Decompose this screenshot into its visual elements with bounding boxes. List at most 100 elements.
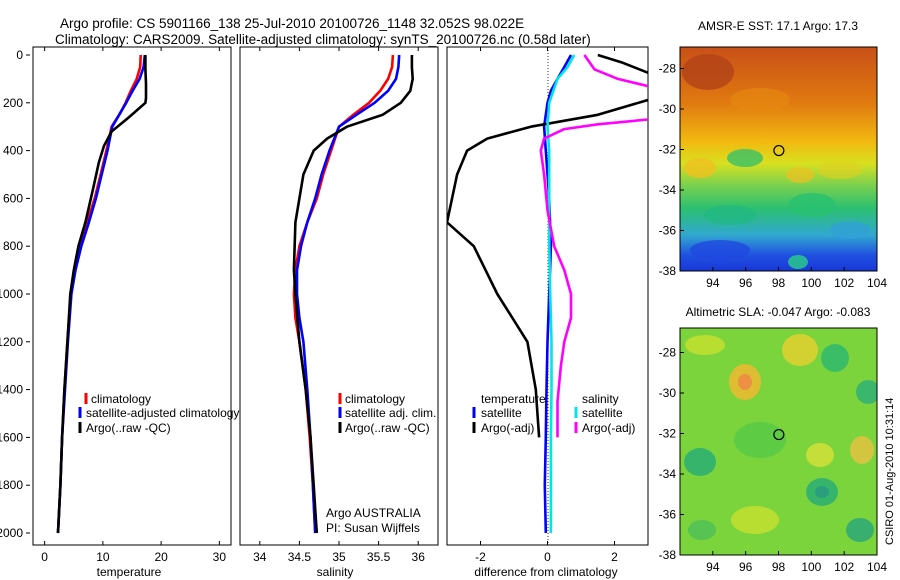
- sla-map-image: [680, 328, 877, 555]
- difference-legend-title-sal: salinity: [582, 392, 619, 406]
- sst-map-panel: AMSR-E SST: 17.1 Argo: 17.3 94 96 98 100 102…: [659, 19, 888, 290]
- difference-panel: -2 0 2 difference from climatology tempera…: [446, 46, 649, 579]
- figure-title-line2: Climatology: CARS2009. Satellite-adjuste…: [55, 32, 591, 47]
- temperature-xlabel: temperature: [97, 565, 162, 579]
- map-y-tick-label: -28: [659, 346, 677, 360]
- sst-map-ticks: 94 96 98 100 102 104 -28 -30 -32 -34 -36 -38: [659, 62, 888, 291]
- side-timestamp: CSIRO 01-Aug-2010 10:31:14: [884, 398, 896, 545]
- difference-legend: temperature salinity satellite Argo(-adj…: [472, 392, 635, 435]
- map-y-tick-label: -28: [659, 62, 677, 76]
- y-tick-label: 1800: [0, 478, 23, 492]
- sla-map-title: Altimetric SLA: -0.047 Argo: -0.083: [686, 305, 871, 319]
- series-line-difference-3: [539, 54, 648, 438]
- map-y-tick-label: -36: [659, 508, 677, 522]
- sla-map-panel: Altimetric SLA: -0.047 Argo: -0.083 94 96…: [659, 305, 888, 574]
- temperature-lines: [56, 54, 148, 534]
- difference-legend-2: Argo(-adj): [481, 421, 534, 435]
- temperature-legend-2: satellite-adjusted climatology: [86, 406, 239, 420]
- y-tick-label: 1200: [0, 335, 23, 349]
- figure-title-line1: Argo profile: CS 5901166_138 25-Jul-2010…: [60, 16, 524, 31]
- y-tick-label: 400: [3, 144, 23, 158]
- temperature-legend: climatology satellite-adjusted climatolo…: [78, 392, 239, 435]
- difference-x-ticks: -2 0 2: [475, 47, 618, 564]
- difference-xlabel: difference from climatology: [474, 565, 617, 579]
- x-tick-label: 20: [154, 550, 168, 564]
- series-line-salinity-2: [292, 55, 415, 534]
- salinity-xlabel: salinity: [317, 565, 354, 579]
- difference-legend-title-temp: temperature: [481, 392, 546, 406]
- map-y-tick-label: -32: [659, 427, 677, 441]
- x-tick-label: 0: [41, 550, 48, 564]
- salinity-x-ticks: 34 34.5 35 35.5 36: [253, 47, 425, 564]
- map-x-tick-label: 100: [801, 276, 821, 290]
- map-x-tick-label: 94: [706, 560, 720, 574]
- sla-map-ticks: 94 96 98 100 102 104 -28 -30 -32 -34 -36 -38: [659, 346, 888, 575]
- map-x-tick-label: 96: [739, 276, 753, 290]
- map-x-tick-label: 94: [706, 276, 720, 290]
- map-x-tick-label: 98: [772, 276, 786, 290]
- salinity-legend: climatology satellite adj. clim. Argo(..…: [338, 392, 436, 435]
- x-tick-label: 2: [611, 550, 618, 564]
- difference-legend-1: satellite: [481, 406, 522, 420]
- y-tick-label: 600: [3, 191, 23, 205]
- salinity-legend-1: climatology: [345, 392, 405, 406]
- series-line-difference-1: [447, 53, 648, 438]
- sst-map-title: AMSR-E SST: 17.1 Argo: 17.3: [698, 19, 858, 33]
- map-x-tick-label: 96: [739, 560, 753, 574]
- map-y-tick-label: -36: [659, 224, 677, 238]
- series-line-difference-2: [546, 54, 576, 533]
- salinity-panel: 34 34.5 35 35.5 36 salinity climatology sate…: [239, 46, 439, 579]
- x-tick-label: 0: [544, 550, 551, 564]
- temperature-y-ticks: 0 200 400 600 800 1000 1200 1400 1600 1800 2000: [0, 48, 30, 540]
- series-line-temperature-2: [56, 55, 148, 534]
- difference-legend-3: satellite: [582, 406, 623, 420]
- map-y-tick-label: -32: [659, 143, 677, 157]
- temperature-axes-box: [32, 46, 232, 546]
- map-x-tick-label: 104: [867, 276, 887, 290]
- y-tick-label: 1600: [0, 430, 23, 444]
- x-tick-label: -2: [475, 550, 486, 564]
- difference-legend-4: Argo(-adj): [582, 421, 635, 435]
- difference-lines: [447, 53, 648, 534]
- y-tick-label: 0: [16, 48, 23, 62]
- y-tick-label: 800: [3, 239, 23, 253]
- map-x-tick-label: 98: [772, 560, 786, 574]
- map-y-tick-label: -34: [659, 183, 677, 197]
- x-tick-label: 35.5: [367, 550, 391, 564]
- x-tick-label: 30: [213, 550, 227, 564]
- argo-float-marker: [773, 428, 785, 441]
- map-x-tick-label: 100: [801, 560, 821, 574]
- credit-line2: PI: Susan Wijffels: [326, 521, 420, 535]
- map-x-tick-label: 102: [834, 560, 854, 574]
- series-line-difference-0: [542, 54, 573, 534]
- x-tick-label: 34: [253, 550, 267, 564]
- map-y-tick-label: -34: [659, 467, 677, 481]
- x-tick-label: 34.5: [288, 550, 312, 564]
- credit-line1: Argo AUSTRALIA: [326, 506, 421, 520]
- temperature-panel: 0 200 400 600 800 1000 1200 1400 1600 1800 2000 0 1…: [0, 46, 239, 579]
- temperature-legend-3: Argo(..raw -QC): [86, 421, 171, 435]
- x-tick-label: 10: [96, 550, 110, 564]
- series-line-salinity-1: [295, 54, 401, 534]
- y-tick-label: 1000: [0, 287, 23, 301]
- salinity-axes-box: [239, 46, 439, 546]
- map-x-tick-label: 104: [867, 560, 887, 574]
- map-y-tick-label: -30: [659, 386, 677, 400]
- sst-map-image: [680, 47, 877, 271]
- y-tick-label: 2000: [0, 526, 23, 540]
- y-tick-label: 1400: [0, 383, 23, 397]
- map-y-tick-label: -38: [659, 264, 677, 278]
- map-x-tick-label: 102: [834, 276, 854, 290]
- salinity-lines: [292, 54, 415, 534]
- x-tick-label: 35: [332, 550, 346, 564]
- salinity-legend-3: Argo(..raw -QC): [345, 421, 430, 435]
- map-y-tick-label: -38: [659, 548, 677, 562]
- temperature-x-ticks: 0 10 20 30: [41, 47, 226, 564]
- salinity-legend-2: satellite adj. clim.: [345, 406, 436, 420]
- temperature-legend-1: climatology: [91, 392, 151, 406]
- y-tick-label: 200: [3, 96, 23, 110]
- argo-float-marker: [773, 144, 785, 157]
- x-tick-label: 36: [412, 550, 426, 564]
- map-y-tick-label: -30: [659, 102, 677, 116]
